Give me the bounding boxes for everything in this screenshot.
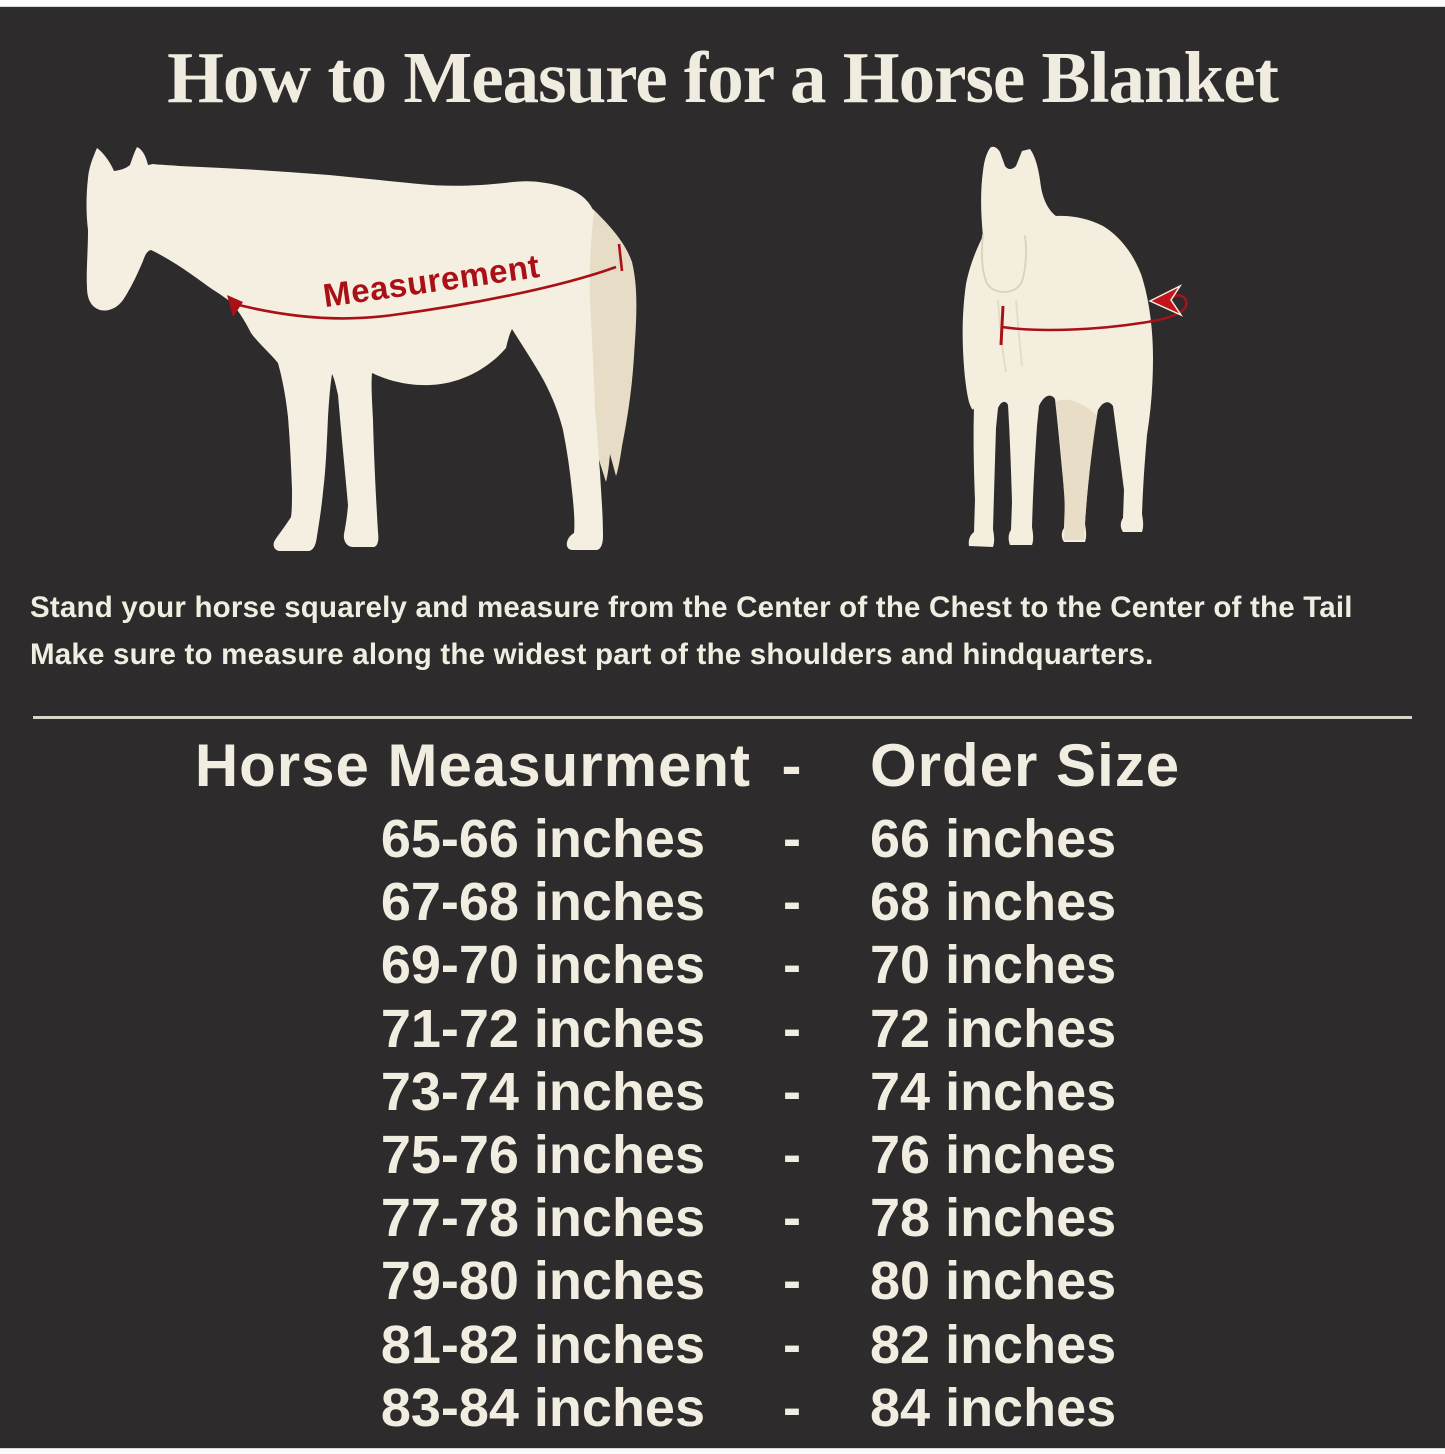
size-row: 65-66 inches - 66 inches (0, 808, 1445, 871)
order-size-value: 70 inches (870, 935, 1117, 996)
order-size-value: 80 inches (870, 1251, 1117, 1312)
page-title: How to Measure for a Horse Blanket (167, 37, 1279, 118)
top-border-strip (0, 0, 1445, 7)
size-row: 77-78 inches - 78 inches (0, 1187, 1445, 1250)
separator-dash: - (783, 1251, 801, 1312)
separator-dash: - (783, 872, 801, 933)
order-size-value: 84 inches (870, 1377, 1117, 1438)
measurement-curve-line (230, 265, 617, 320)
order-size-value: 66 inches (870, 809, 1117, 869)
header-separator-dash: - (781, 732, 803, 799)
front-horse-leg-shading (1056, 399, 1097, 540)
instructions-line-2: Make sure to measure along the widest pa… (30, 638, 1154, 671)
front-horse-chest-crease-2 (1015, 299, 1023, 367)
separator-dash: - (783, 1061, 801, 1122)
girth-arrowhead (1148, 284, 1184, 317)
separator-dash: - (783, 1377, 801, 1438)
size-row: 67-68 inches - 68 inches (0, 871, 1445, 934)
order-size-value: 68 inches (870, 872, 1117, 933)
horse-measurement-value: 73-74 inches (380, 1061, 705, 1122)
horse-measurement-value: 65-66 inches (380, 809, 705, 869)
order-size-value: 82 inches (870, 1314, 1117, 1375)
girth-measurement-line (1001, 294, 1188, 332)
size-row: 75-76 inches - 76 inches (0, 1124, 1445, 1187)
measuring-instructions: Stand your horse squarely and measure fr… (30, 584, 1430, 678)
side-view-horse-illustration: Measurement (86, 147, 637, 551)
separator-dash: - (783, 1124, 801, 1185)
size-row: 71-72 inches - 72 inches (0, 998, 1445, 1061)
separator-dash: - (783, 1314, 801, 1375)
separator-dash: - (783, 1188, 801, 1249)
order-size-value: 76 inches (870, 1124, 1117, 1185)
girth-measurement-tick (999, 305, 1005, 346)
size-chart-header: Horse Measurment - Order Size (0, 731, 1445, 801)
front-horse-body-silhouette (962, 146, 1153, 548)
measurement-start-wedge (227, 295, 243, 317)
size-row: 83-84 inches - 84 inches (0, 1377, 1445, 1440)
order-size-value: 78 inches (870, 1188, 1117, 1249)
order-size-value: 74 inches (870, 1061, 1117, 1122)
horse-measurement-value: 81-82 inches (380, 1314, 705, 1375)
size-chart-rows: 65-66 inches - 66 inches 67-68 inches - … (0, 808, 1445, 1440)
size-row: 69-70 inches - 70 inches (0, 934, 1445, 997)
instructions-line-1: Stand your horse squarely and measure fr… (30, 591, 1353, 624)
column-header-order-size: Order Size (870, 732, 1181, 799)
separator-dash: - (783, 935, 801, 996)
horse-measurement-value: 83-84 inches (380, 1377, 705, 1438)
horse-measurement-value: 75-76 inches (380, 1124, 705, 1185)
horse-measurement-value: 67-68 inches (380, 872, 705, 933)
horse-measurement-value: 69-70 inches (380, 935, 705, 996)
measurement-end-tick (617, 243, 624, 272)
size-row: 73-74 inches - 74 inches (0, 1061, 1445, 1124)
order-size-value: 72 inches (870, 998, 1117, 1059)
horse-measurement-value: 79-80 inches (380, 1251, 705, 1312)
column-header-horse-measurement: Horse Measurment (194, 732, 751, 799)
horse-measurement-value: 77-78 inches (380, 1188, 705, 1249)
bottom-border-strip (0, 1448, 1445, 1454)
size-row: 81-82 inches - 82 inches (0, 1314, 1445, 1377)
front-view-horse-illustration (962, 146, 1188, 548)
horse-measurement-value: 71-72 inches (380, 998, 705, 1059)
front-horse-muzzle-outline (981, 234, 1027, 293)
separator-dash: - (783, 809, 801, 869)
size-row: 79-80 inches - 80 inches (0, 1250, 1445, 1313)
separator-dash: - (783, 998, 801, 1059)
divider-line (33, 716, 1412, 719)
horse-body-silhouette (86, 147, 603, 551)
